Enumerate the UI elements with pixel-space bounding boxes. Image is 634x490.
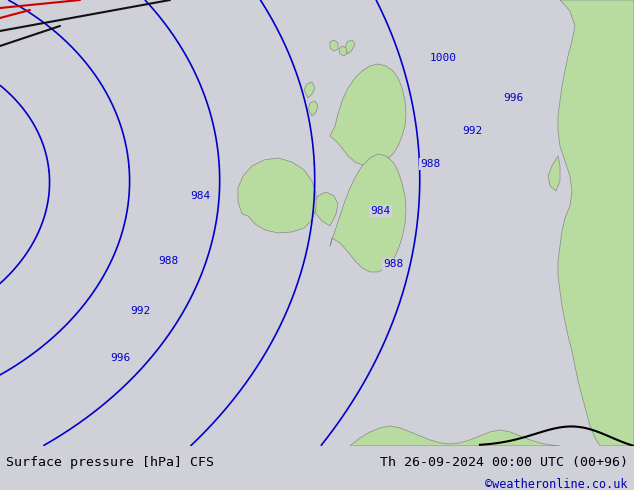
Text: 996: 996 <box>503 93 523 103</box>
Polygon shape <box>314 192 338 226</box>
Text: 992: 992 <box>462 126 482 136</box>
Polygon shape <box>238 158 316 233</box>
Text: 984: 984 <box>370 206 391 216</box>
Polygon shape <box>558 0 634 446</box>
Polygon shape <box>330 154 406 272</box>
Polygon shape <box>350 426 560 446</box>
Text: Th 26-09-2024 00:00 UTC (00+96): Th 26-09-2024 00:00 UTC (00+96) <box>380 456 628 469</box>
Text: 988: 988 <box>158 256 178 266</box>
Text: 992: 992 <box>130 306 150 316</box>
Text: 996: 996 <box>110 353 130 363</box>
Text: ©weatheronline.co.uk: ©weatheronline.co.uk <box>485 478 628 490</box>
Polygon shape <box>339 46 347 56</box>
Polygon shape <box>308 101 318 116</box>
Polygon shape <box>548 156 560 191</box>
Polygon shape <box>330 64 406 166</box>
Text: Surface pressure [hPa] CFS: Surface pressure [hPa] CFS <box>6 456 214 469</box>
Text: 984: 984 <box>190 191 210 201</box>
Polygon shape <box>304 82 315 98</box>
Polygon shape <box>330 40 338 51</box>
Polygon shape <box>345 40 355 54</box>
Text: 988: 988 <box>420 159 440 169</box>
Text: 988: 988 <box>383 259 403 269</box>
Text: 1000: 1000 <box>430 53 457 63</box>
